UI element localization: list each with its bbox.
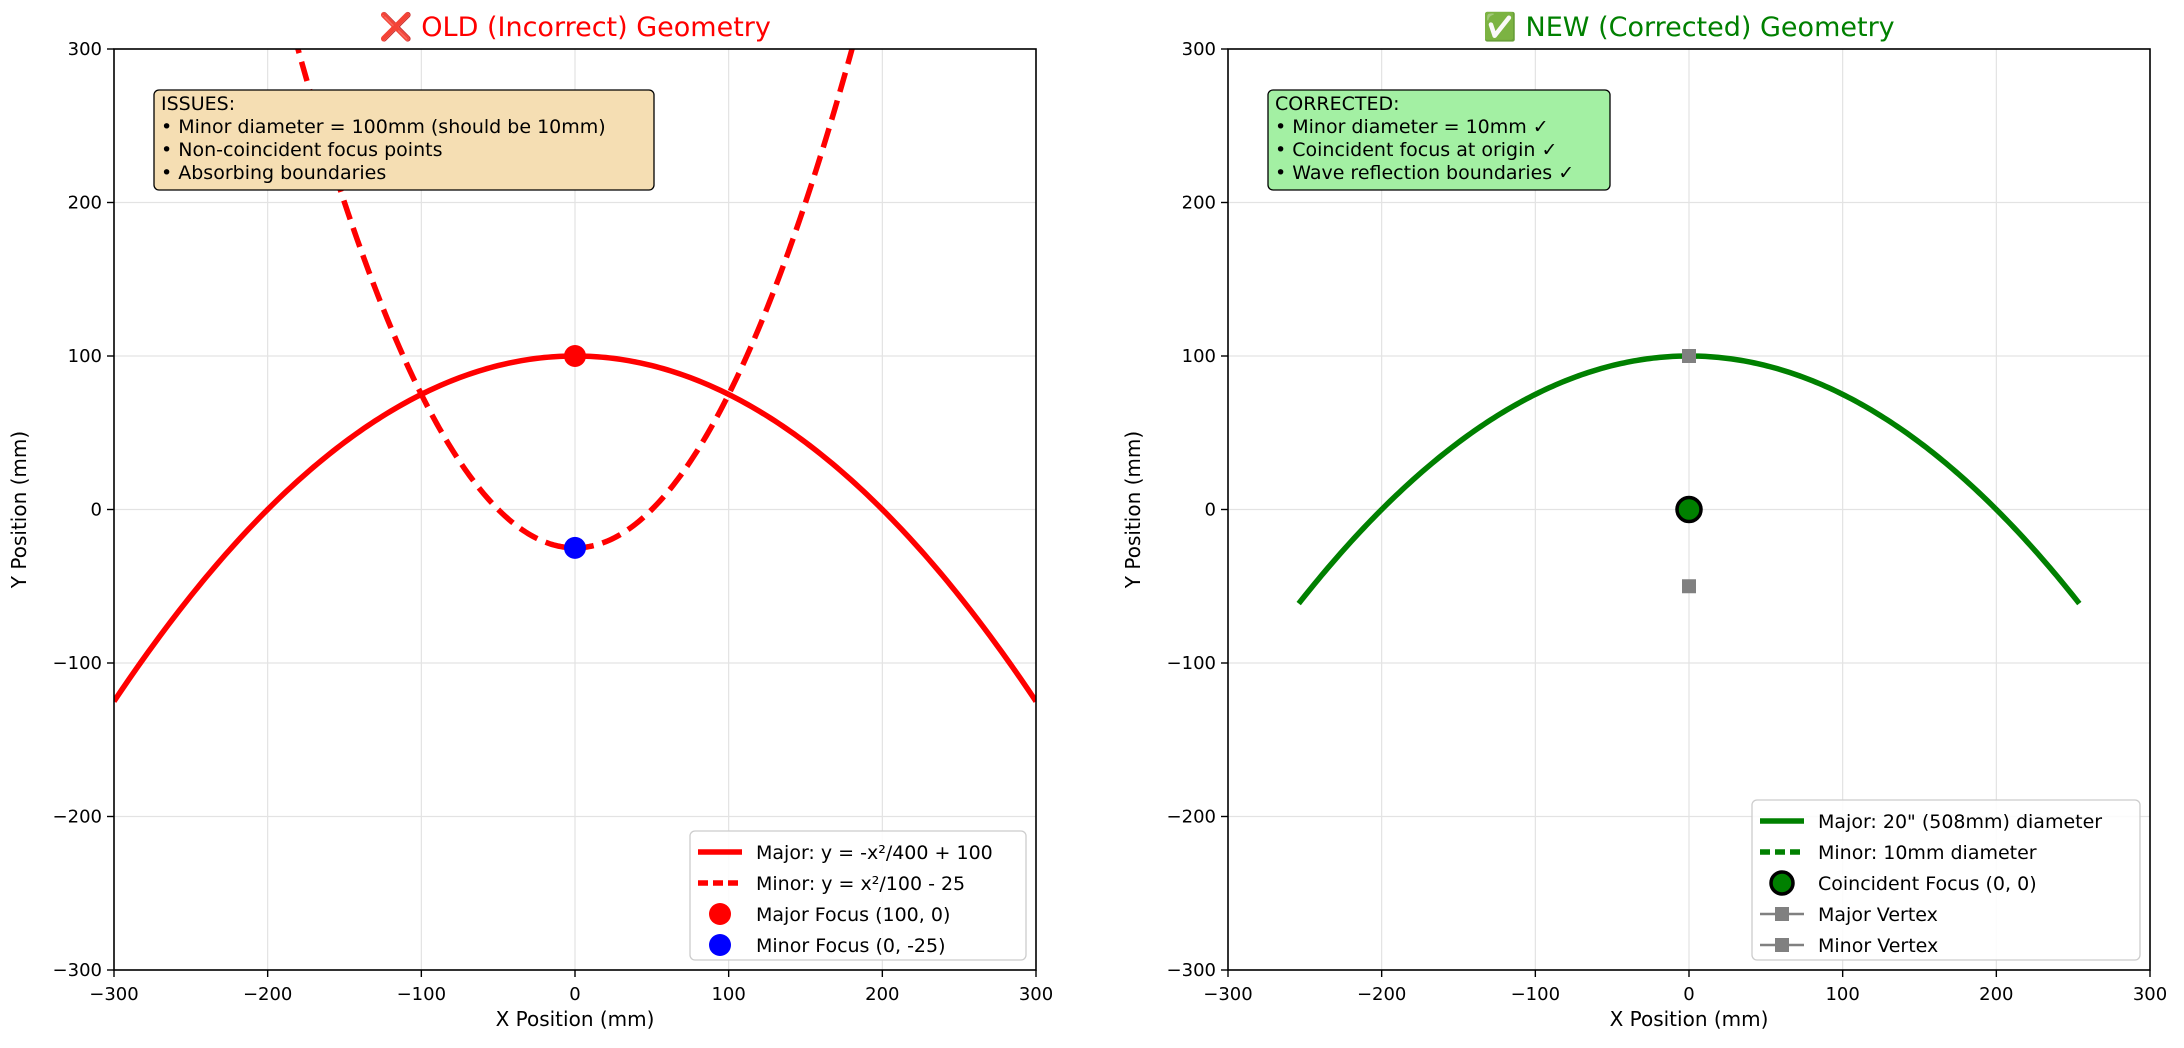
y-tick-label-0: −300 <box>1167 960 1216 981</box>
data-point-2 <box>1675 495 1703 524</box>
legend-label-2: Coincident Focus (0, 0) <box>1818 873 2037 895</box>
annotation-line-0: CORRECTED: <box>1275 93 1400 115</box>
data-point-3 <box>1682 349 1696 363</box>
annotation-box <box>153 89 655 191</box>
y-axis-label: Y Position (mm) <box>7 431 31 589</box>
annotation-line-1: • Minor diameter = 10mm ✓ <box>1275 116 1549 138</box>
y-tick-label-1: −200 <box>1167 807 1216 828</box>
annotation-line-1: • Minor diameter = 100mm (should be 10mm… <box>161 116 606 138</box>
annotation-line-3: • Wave reflection boundaries ✓ <box>1275 162 1574 184</box>
legend-label-4: Minor Vertex <box>1818 935 1938 957</box>
x-tick-label-3: 0 <box>1683 984 1694 1005</box>
legend-label-3: Minor Focus (0, -25) <box>756 935 946 957</box>
legend-handle-2 <box>709 903 731 925</box>
legend-label-1: Minor: y = x²/100 - 25 <box>756 873 965 895</box>
y-tick-label-3: 0 <box>1205 500 1216 521</box>
x-tick-label-2: −100 <box>397 984 446 1005</box>
x-axis-label: X Position (mm) <box>1610 1007 1769 1031</box>
annotation-box <box>1267 89 1611 191</box>
y-tick-label-2: −100 <box>1167 653 1216 674</box>
legend-label-2: Major Focus (100, 0) <box>756 904 950 926</box>
data-point-2 <box>564 345 586 367</box>
x-tick-label-5: 200 <box>865 984 899 1005</box>
x-tick-label-2: −100 <box>1511 984 1560 1005</box>
chart-title: ❌ OLD (Incorrect) Geometry <box>379 11 771 43</box>
x-tick-label-0: −300 <box>89 984 138 1005</box>
data-point-4 <box>1682 579 1696 594</box>
x-tick-label-6: 300 <box>2133 984 2167 1005</box>
x-axis-label: X Position (mm) <box>496 1007 655 1031</box>
legend-handle-3 <box>1775 907 1789 921</box>
data-point-3 <box>564 536 586 559</box>
legend-label-0: Major: y = -x²/400 + 100 <box>756 842 993 864</box>
legend-label-0: Major: 20" (508mm) diameter <box>1818 811 2102 833</box>
legend-label-3: Major Vertex <box>1818 904 1938 926</box>
y-tick-label-5: 200 <box>1182 193 1216 214</box>
y-tick-label-3: 0 <box>91 500 102 521</box>
x-tick-label-5: 200 <box>1979 984 2013 1005</box>
y-tick-label-6: 300 <box>68 39 102 60</box>
x-tick-label-4: 100 <box>1825 984 1859 1005</box>
y-tick-label-1: −200 <box>53 807 102 828</box>
legend-handle-3 <box>709 934 731 956</box>
old-geometry-panel: ISSUES:• Minor diameter = 100mm (should … <box>7 11 1053 1031</box>
annotation-line-0: ISSUES: <box>161 93 235 115</box>
x-tick-label-1: −200 <box>243 984 292 1005</box>
legend-label-1: Minor: 10mm diameter <box>1818 842 2037 864</box>
annotation-line-2: • Coincident focus at origin ✓ <box>1275 139 1557 161</box>
legend-handle-2 <box>1769 870 1795 896</box>
new-geometry-panel: CORRECTED:• Minor diameter = 10mm ✓• Coi… <box>1121 11 2167 1031</box>
chart-title: ✅ NEW (Corrected) Geometry <box>1483 11 1894 43</box>
y-tick-label-0: −300 <box>53 960 102 981</box>
legend-handle-4 <box>1775 938 1789 952</box>
x-tick-label-1: −200 <box>1357 984 1406 1005</box>
y-tick-label-6: 300 <box>1182 39 1216 60</box>
x-tick-label-4: 100 <box>711 984 745 1005</box>
y-tick-label-4: 100 <box>1182 346 1216 367</box>
annotation-line-2: • Non-coincident focus points <box>161 139 442 161</box>
x-tick-label-6: 300 <box>1019 984 1053 1005</box>
y-tick-label-2: −100 <box>53 653 102 674</box>
y-axis-label: Y Position (mm) <box>1121 431 1145 589</box>
x-tick-label-0: −300 <box>1203 984 1252 1005</box>
y-tick-label-4: 100 <box>68 346 102 367</box>
legend-box <box>689 830 1027 961</box>
annotation-line-3: • Absorbing boundaries <box>161 162 386 184</box>
y-tick-label-5: 200 <box>68 193 102 214</box>
legend-box <box>1751 799 2141 961</box>
x-tick-label-3: 0 <box>569 984 580 1005</box>
